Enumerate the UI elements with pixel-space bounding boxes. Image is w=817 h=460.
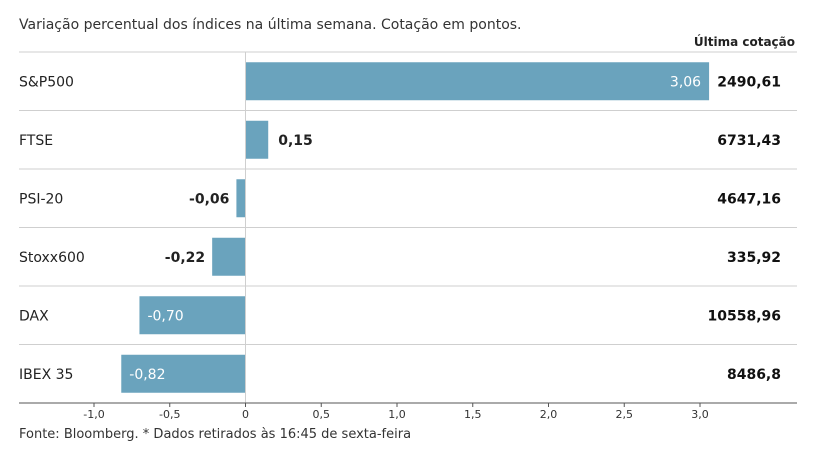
x-tick-label: 3,0 <box>691 408 709 421</box>
x-tick-label: 0,5 <box>313 408 331 421</box>
last-quote-value: 335,92 <box>727 250 781 266</box>
x-tick-label: -0,5 <box>159 408 180 421</box>
category-label: S&P500 <box>19 74 74 90</box>
value-label: -0,06 <box>189 191 229 207</box>
x-tick-label: 1,5 <box>464 408 482 421</box>
value-label: -0,82 <box>129 367 165 383</box>
x-tick-label: 2,0 <box>540 408 558 421</box>
value-label: 3,06 <box>670 74 701 90</box>
x-tick-label: 1,0 <box>388 408 406 421</box>
category-label: DAX <box>19 308 49 324</box>
category-label: PSI-20 <box>19 191 63 207</box>
last-quote-column-header: Última cotação <box>693 35 795 49</box>
bar <box>139 296 246 335</box>
last-quote-value: 6731,43 <box>717 133 781 149</box>
last-quote-value: 2490,61 <box>717 74 781 90</box>
x-tick-label: -1,0 <box>83 408 104 421</box>
bar <box>121 354 246 393</box>
category-label: Stoxx600 <box>19 250 85 266</box>
bar <box>212 237 246 276</box>
bar <box>245 62 710 101</box>
value-label: 0,15 <box>278 133 313 149</box>
bar <box>236 179 246 218</box>
source-footer: Fonte: Bloomberg. * Dados retirados às 1… <box>19 427 412 442</box>
value-label: -0,70 <box>147 308 183 324</box>
value-label: -0,22 <box>165 250 205 266</box>
x-tick-label: 0 <box>242 408 249 421</box>
last-quote-value: 4647,16 <box>717 191 781 207</box>
bar <box>245 120 269 159</box>
category-label: IBEX 35 <box>19 367 73 383</box>
last-quote-value: 10558,96 <box>707 308 781 324</box>
last-quote-value: 8486,8 <box>727 367 781 383</box>
x-tick-label: 2,5 <box>616 408 634 421</box>
chart-subtitle: Variação percentual dos índices na últim… <box>19 17 522 33</box>
category-label: FTSE <box>19 133 53 149</box>
